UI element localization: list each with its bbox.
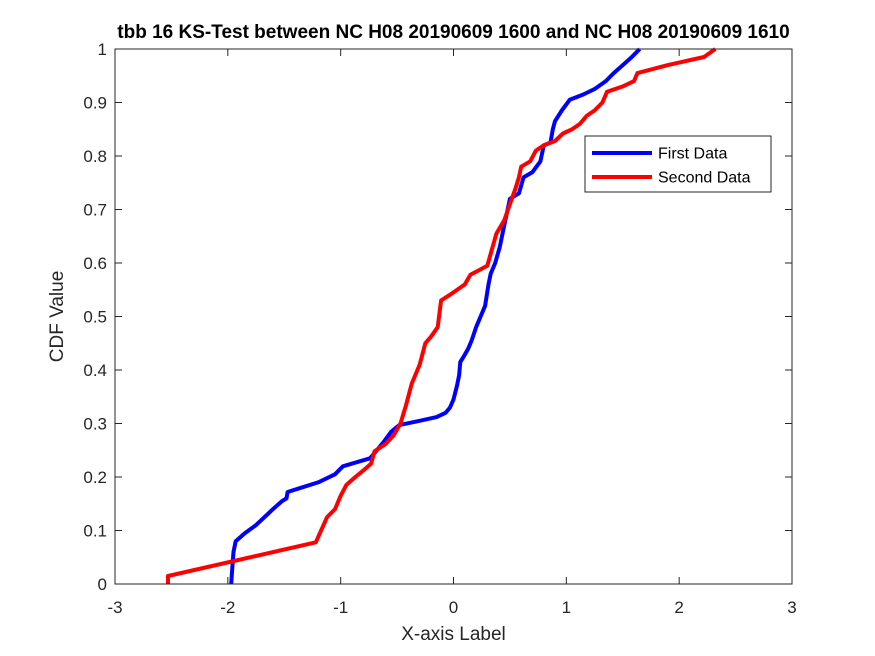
legend: First Data Second Data — [584, 135, 772, 193]
legend-label-first-data: First Data — [658, 146, 727, 163]
y-tick-label-1: 0.1 — [83, 522, 107, 541]
x-tick-label-6: 3 — [787, 598, 796, 617]
x-tick-label-5: 2 — [674, 598, 683, 617]
legend-label-second-data: Second Data — [658, 170, 751, 187]
y-axis-label: CDF Value — [47, 271, 68, 363]
chart-title: tbb 16 KS-Test between NC H08 20190609 1… — [117, 22, 789, 43]
series-line-0 — [229, 47, 642, 585]
y-tick-label-3: 0.3 — [83, 415, 107, 434]
x-tick-label-2: -1 — [333, 598, 348, 617]
y-tick-label-6: 0.6 — [83, 254, 107, 273]
legend-box — [584, 135, 772, 193]
tick-layer: -3 -2 -1 0 1 2 3 0 0.1 0.2 0.3 0.4 0.5 0.6 0.7 0.8 0.9 1 — [83, 40, 796, 617]
x-tick-label-0: -3 — [107, 598, 122, 617]
x-tick-label-4: 1 — [562, 598, 571, 617]
y-tick-label-9: 0.9 — [83, 94, 107, 113]
plot-area — [115, 49, 792, 584]
y-tick-label-5: 0.5 — [83, 308, 107, 327]
y-tick-label-10: 1 — [98, 40, 107, 59]
x-tick-label-1: -2 — [220, 598, 235, 617]
y-tick-label-7: 0.7 — [83, 201, 107, 220]
series-layer — [166, 47, 717, 585]
y-tick-label-0: 0 — [98, 575, 107, 594]
y-tick-label-8: 0.8 — [83, 147, 107, 166]
y-tick-label-2: 0.2 — [83, 468, 107, 487]
x-axis-label: X-axis Label — [401, 624, 506, 645]
series-line-1 — [166, 47, 717, 584]
y-tick-label-4: 0.4 — [83, 361, 107, 380]
x-tick-label-3: 0 — [449, 598, 458, 617]
